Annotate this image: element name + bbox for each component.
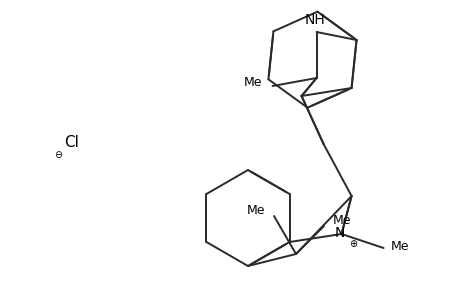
Text: NH: NH <box>303 13 324 27</box>
Text: Me: Me <box>246 205 265 218</box>
Text: Me: Me <box>332 214 351 227</box>
Text: ⊕: ⊕ <box>349 239 357 249</box>
Text: ⊖: ⊖ <box>54 150 62 160</box>
Text: Cl: Cl <box>64 134 79 149</box>
Text: Me: Me <box>243 76 261 88</box>
Text: Me: Me <box>390 241 408 254</box>
Text: N: N <box>334 226 344 240</box>
